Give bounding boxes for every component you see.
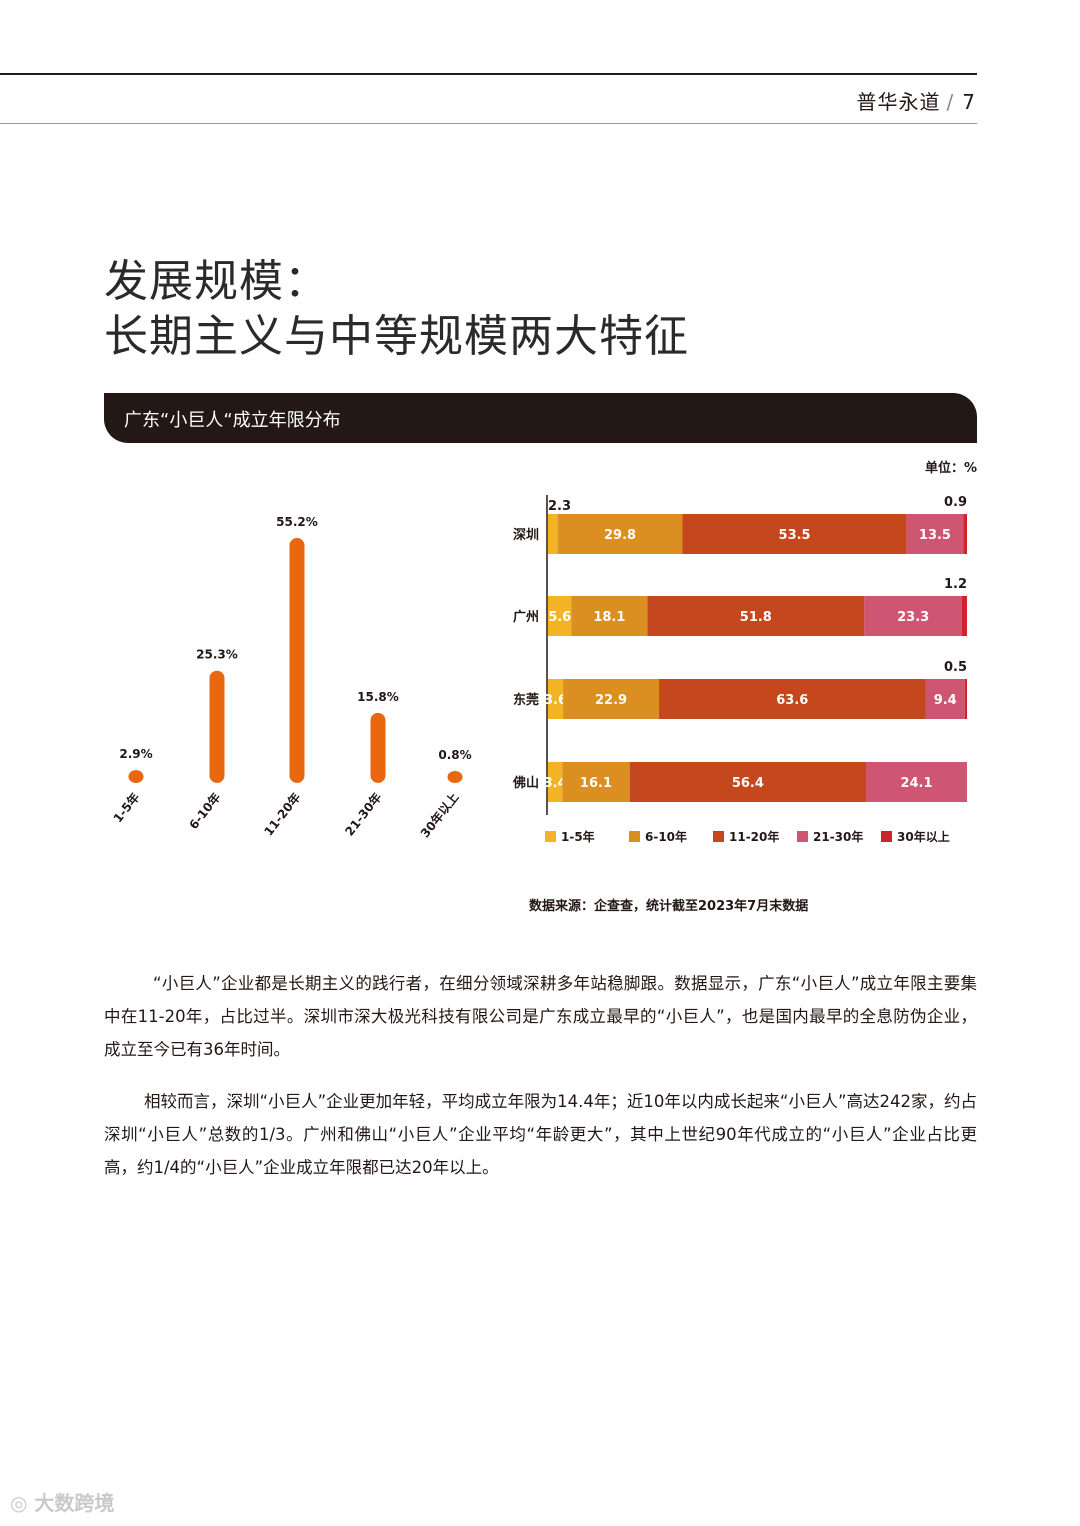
segment-value-label: 53.5 [779, 528, 811, 543]
column-category-label: 6-10年 [186, 790, 224, 832]
stacked-segment [548, 762, 563, 802]
column-bar [128, 770, 144, 783]
stacked-segment [563, 679, 660, 719]
stacked-segment [647, 596, 865, 636]
age-distribution-bar-chart: 2.9% 1-5年 25.3% 6-10年 55.2% 11-20年 15.8% 21-30年… [110, 515, 472, 840]
legend-label: 1-5年 [561, 829, 595, 844]
column-bar [209, 670, 225, 783]
segment-value-label: 18.1 [593, 610, 625, 625]
column-category-label: 30年以上 [417, 790, 461, 840]
page-number: 7 [962, 90, 976, 114]
legend-swatch [629, 831, 640, 842]
segment-value-label: 51.8 [740, 610, 772, 625]
column-bar [289, 538, 305, 783]
segment-value-label: 2.3 [548, 499, 571, 514]
stacked-segment [682, 514, 907, 554]
stacked-segment [548, 514, 558, 554]
segment-value-label: 63.6 [776, 693, 808, 708]
stacked-segment [906, 514, 964, 554]
stacked-segment [961, 596, 967, 636]
running-head: 普华永道/ 7 [857, 86, 976, 115]
chart-banner-text: 广东“小巨人“成立年限分布 [124, 410, 341, 431]
stacked-segment [864, 596, 962, 636]
column-value-label: 15.8% [357, 690, 399, 704]
row-category-label: 东莞 [513, 692, 539, 708]
column-category-label: 21-30年 [342, 790, 385, 839]
header-rule-top [0, 73, 977, 75]
stacked-segment [866, 762, 967, 802]
column-category-label: 1-5年 [110, 790, 143, 826]
column-value-label: 2.9% [119, 747, 152, 761]
stacked-segment [925, 679, 965, 719]
column-value-label: 0.8% [438, 748, 471, 762]
row-category-label: 佛山 [512, 775, 539, 791]
stacked-segment [629, 762, 867, 802]
segment-value-label: 22.9 [595, 693, 627, 708]
header-separator: / [946, 90, 955, 114]
stacked-segment [548, 679, 564, 719]
segment-value-label: 3.6 [544, 693, 567, 708]
title-line-2: 长期主义与中等规模两大特征 [104, 311, 689, 362]
watermark-logo-icon: ◎ [10, 1491, 35, 1515]
title-line-1: 发展规模： [104, 256, 329, 307]
segment-value-label: 29.8 [604, 528, 636, 543]
segment-value-label: 23.3 [897, 610, 929, 625]
legend-swatch [545, 831, 556, 842]
chart-banner: 广东“小巨人“成立年限分布 [104, 393, 977, 443]
legend-swatch [713, 831, 724, 842]
stacked-segment [963, 514, 967, 554]
stacked-segment [557, 514, 683, 554]
legend-label: 21-30年 [813, 829, 863, 844]
segment-value-label: 0.9 [944, 495, 967, 510]
watermark-text: 大数跨境 [34, 1491, 115, 1515]
column-bar [447, 771, 463, 783]
watermark: ◎ 大数跨境 [10, 1487, 114, 1516]
column-category-label: 11-20年 [261, 790, 304, 839]
legend-label: 11-20年 [729, 829, 779, 844]
segment-value-label: 3.4 [544, 776, 567, 791]
city-stacked-bar-chart: 深圳 2.3 29.8 53.5 13.5 0.9 广州 5.6 18.1 51.8 23.3 1.2… [512, 495, 967, 844]
legend-label: 6-10年 [645, 829, 687, 844]
stacked-segment [964, 679, 967, 719]
stacked-segment [548, 596, 572, 636]
legend-swatch [881, 831, 892, 842]
segment-value-label: 0.5 [944, 660, 967, 675]
row-category-label: 广州 [513, 609, 539, 625]
segment-value-label: 13.5 [919, 528, 951, 543]
segment-value-label: 9.4 [934, 693, 957, 708]
column-bar [370, 712, 386, 783]
header-rule-bottom [0, 123, 977, 124]
paragraph-1: “小巨人”企业都是长期主义的践行者，在细分领域深耕多年站稳脚跟。数据显示，广东“… [104, 973, 977, 1059]
segment-value-label: 16.1 [580, 776, 612, 791]
data-source: 数据来源：企查查，统计截至2023年7月末数据 [529, 899, 809, 914]
segment-value-label: 1.2 [944, 577, 967, 592]
brand-name: 普华永道 [856, 90, 941, 114]
segment-value-label: 56.4 [732, 776, 764, 791]
stacked-segment [571, 596, 648, 636]
legend-swatch [797, 831, 808, 842]
segment-value-label: 24.1 [900, 776, 932, 791]
column-value-label: 25.3% [196, 648, 238, 662]
legend-label: 30年以上 [897, 829, 950, 844]
segment-value-label: 5.6 [548, 610, 571, 625]
unit-label: 单位：% [924, 461, 977, 476]
paragraph-2: 相较而言，深圳“小巨人”企业更加年轻，平均成立年限为14.4年；近10年以内成长… [104, 1091, 977, 1177]
row-category-label: 深圳 [513, 527, 539, 543]
stacked-segment [562, 762, 630, 802]
column-value-label: 55.2% [276, 515, 318, 529]
page-title: 发展规模： 长期主义与中等规模两大特征 [104, 254, 689, 364]
stacked-segment [659, 679, 926, 719]
